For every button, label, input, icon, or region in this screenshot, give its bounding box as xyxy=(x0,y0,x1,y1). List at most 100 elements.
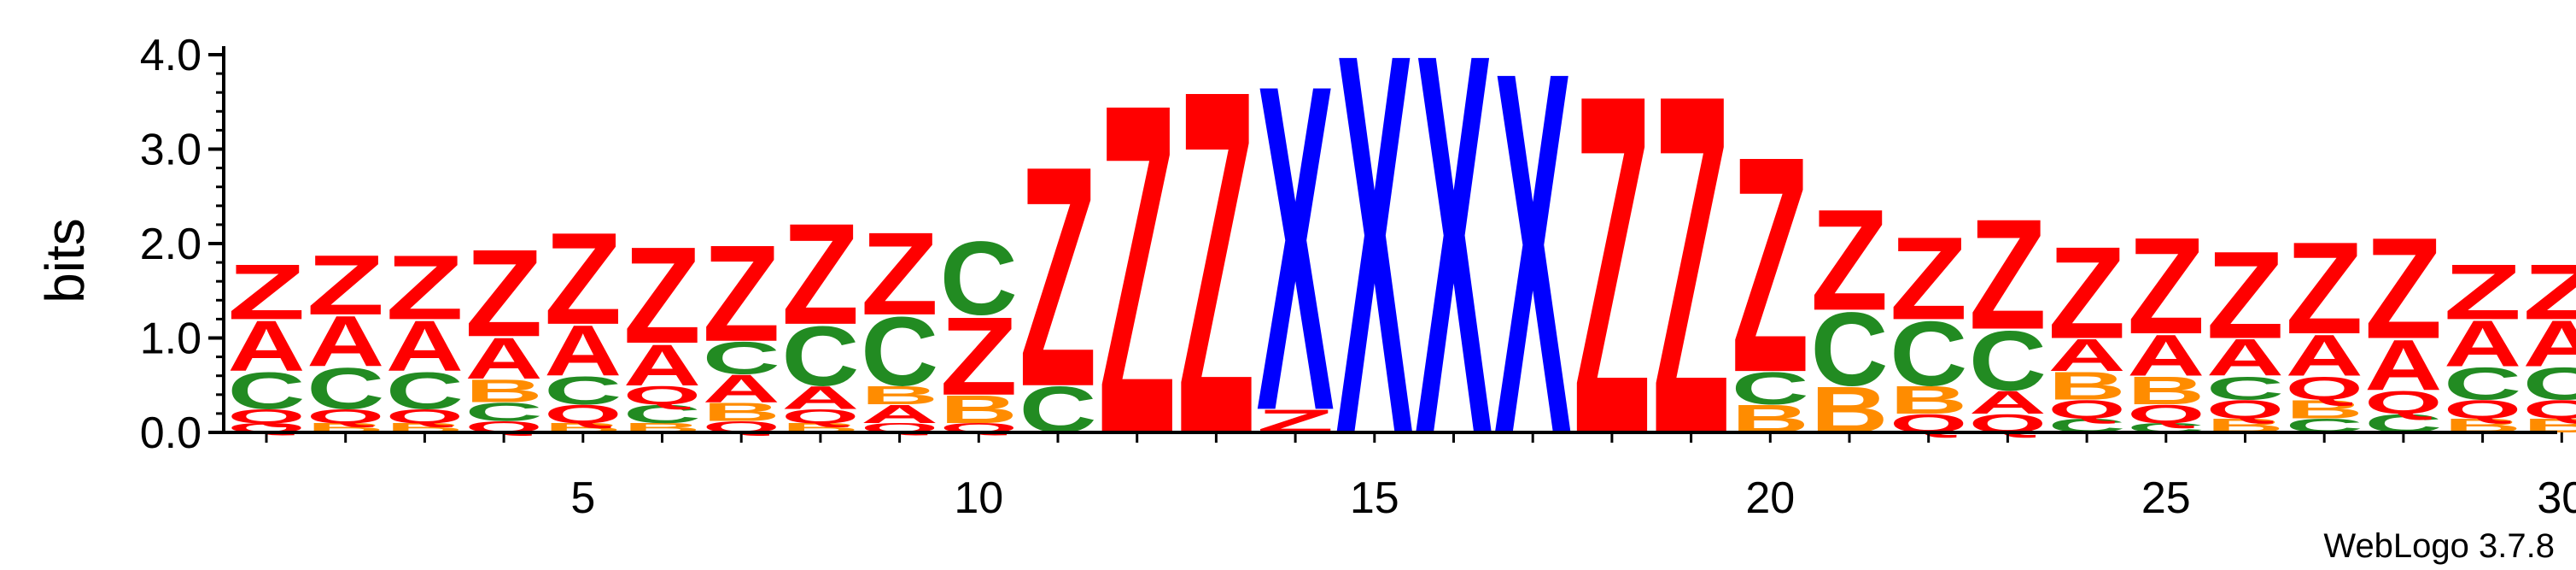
logo-glyph-x: X xyxy=(1335,0,1414,549)
logo-glyph-c: C xyxy=(623,400,701,429)
logo-glyph-x: X xyxy=(1415,0,1493,549)
logo-glyph-z: Z xyxy=(2206,226,2284,365)
logo-glyph-c: C xyxy=(861,297,938,407)
logo-glyph-a: A xyxy=(307,301,384,381)
logo-glyph-c: C xyxy=(703,332,780,384)
logo-glyph-a: A xyxy=(2523,308,2576,380)
x-tick-label: 5 xyxy=(570,473,595,523)
logo-glyph-z: Z xyxy=(1969,186,2047,362)
logo-glyph-q: Q xyxy=(781,405,859,427)
logo-glyph-c: C xyxy=(544,369,622,413)
logo-glyph-q: Q xyxy=(2523,395,2576,424)
x-tick-label: 15 xyxy=(1350,473,1399,523)
logo-glyph-q: Q xyxy=(2127,400,2205,429)
logo-glyph-z: Z xyxy=(1573,0,1650,535)
y-tick-label: 0.0 xyxy=(140,408,202,458)
logo-glyph-a: A xyxy=(2286,322,2363,388)
x-tick-label: 30 xyxy=(2537,473,2576,523)
logo-glyph-b: B xyxy=(2286,395,2363,424)
y-tick-label: 4.0 xyxy=(140,31,202,80)
logo-glyph-a: A xyxy=(2048,329,2126,380)
logo-glyph-a: A xyxy=(1969,384,2047,420)
logo-glyph-a: A xyxy=(465,325,543,391)
logo-glyph-z: Z xyxy=(2286,215,2363,362)
logo-glyph-z: Z xyxy=(307,237,384,332)
logo-glyph-b: B xyxy=(465,373,543,409)
logo-glyph-z: Z xyxy=(465,225,543,363)
logo-glyph-z: Z xyxy=(2523,249,2576,337)
logo-glyph-z: Z xyxy=(623,219,701,373)
logo-glyph-q: Q xyxy=(623,381,701,410)
logo-glyph-a: A xyxy=(2127,322,2205,388)
logo-glyph-z: Z xyxy=(1652,0,1730,535)
logo-glyph-z: Z xyxy=(228,249,306,337)
y-axis-label: bits xyxy=(34,218,96,303)
weblogo-credit: WebLogo 3.7.8 xyxy=(2323,527,2555,565)
logo-glyph-z: Z xyxy=(2127,209,2205,363)
logo-glyph-a: A xyxy=(2206,329,2284,388)
logo-glyph-b: B xyxy=(2048,364,2126,408)
logo-glyph-z: Z xyxy=(2364,208,2442,369)
logo-glyph-z: Z xyxy=(2444,249,2521,337)
logo-glyph-z: Z xyxy=(703,216,780,370)
x-tick-label: 25 xyxy=(2141,473,2191,523)
logo-glyph-b: B xyxy=(940,388,1018,432)
logo-glyph-b: B xyxy=(861,380,938,409)
logo-glyph-q: Q xyxy=(2048,395,2126,424)
logo-glyph-a: A xyxy=(544,310,622,391)
logo-glyph-x: X xyxy=(1257,0,1335,508)
logo-glyph-z: Z xyxy=(1098,5,1176,532)
logo-glyph-layer: QQCAZBQCAZBQCAZQCBAZBQCAZBCQAZQBACZBQACZ… xyxy=(227,0,2576,549)
logo-glyph-b: B xyxy=(703,397,780,426)
logo-glyph-a: A xyxy=(703,367,780,410)
logo-glyph-z: Z xyxy=(1177,0,1255,538)
logo-glyph-z: Z xyxy=(1732,93,1809,438)
logo-glyph-a: A xyxy=(386,306,464,386)
logo-glyph-z: Z xyxy=(781,193,859,355)
logo-glyph-c: C xyxy=(307,356,384,421)
x-tick-label: 10 xyxy=(954,473,1003,523)
logo-glyph-c: C xyxy=(781,309,859,403)
logo-glyph-z: Z xyxy=(1890,213,1967,344)
logo-glyph-z: Z xyxy=(544,206,622,353)
logo-glyph-c: C xyxy=(2523,358,2576,409)
logo-glyph-q: Q xyxy=(2286,370,2363,407)
logo-glyph-c: C xyxy=(1890,302,1967,404)
logo-glyph-c: C xyxy=(465,397,543,426)
logo-glyph-c: C xyxy=(940,220,1018,337)
axis-layer: 0.0 1.0 2.0 3.0 4.0 5 10 15 20 25 30 xyxy=(140,31,2576,523)
logo-glyph-b: B xyxy=(1890,379,1967,422)
logo-glyph-q: Q xyxy=(307,405,384,427)
logo-glyph-z: Z xyxy=(2048,220,2126,367)
logo-glyph-x: X xyxy=(1494,0,1573,544)
logo-glyph-a: A xyxy=(227,306,305,386)
logo-glyph-c: C xyxy=(2206,370,2284,407)
logo-glyph-b: B xyxy=(2127,369,2205,413)
logo-glyph-c: C xyxy=(2444,358,2521,409)
logo-glyph-z: Z xyxy=(1019,101,1097,453)
logo-glyph-z: Z xyxy=(940,293,1018,418)
logo-glyph-c: C xyxy=(227,361,305,420)
y-tick-label: 3.0 xyxy=(140,126,202,175)
logo-glyph-q: Q xyxy=(386,405,464,427)
logo-glyph-z: Z xyxy=(861,209,938,340)
logo-glyph-c: C xyxy=(1732,362,1809,414)
logo-glyph-a: A xyxy=(623,332,701,397)
logo-glyph-a: A xyxy=(861,400,938,429)
y-tick-label: 2.0 xyxy=(140,220,202,269)
logo-glyph-q: Q xyxy=(228,405,306,427)
logo-glyph-c: C xyxy=(1810,291,1888,408)
y-tick-label: 1.0 xyxy=(140,314,202,364)
logo-glyph-q: Q xyxy=(2444,395,2521,424)
logo-glyph-c: C xyxy=(386,361,464,420)
logo-glyph-z: Z xyxy=(386,236,464,339)
logo-glyph-c: C xyxy=(1969,314,2047,408)
logo-glyph-a: A xyxy=(2364,325,2442,405)
logo-glyph-q: Q xyxy=(544,400,622,429)
logo-glyph-z: Z xyxy=(1811,179,1889,341)
logo-glyph-a: A xyxy=(2444,308,2521,380)
logo-glyph-q: Q xyxy=(2364,385,2442,421)
logo-glyph-q: Q xyxy=(2206,395,2284,424)
logo-glyph-a: A xyxy=(781,379,859,416)
